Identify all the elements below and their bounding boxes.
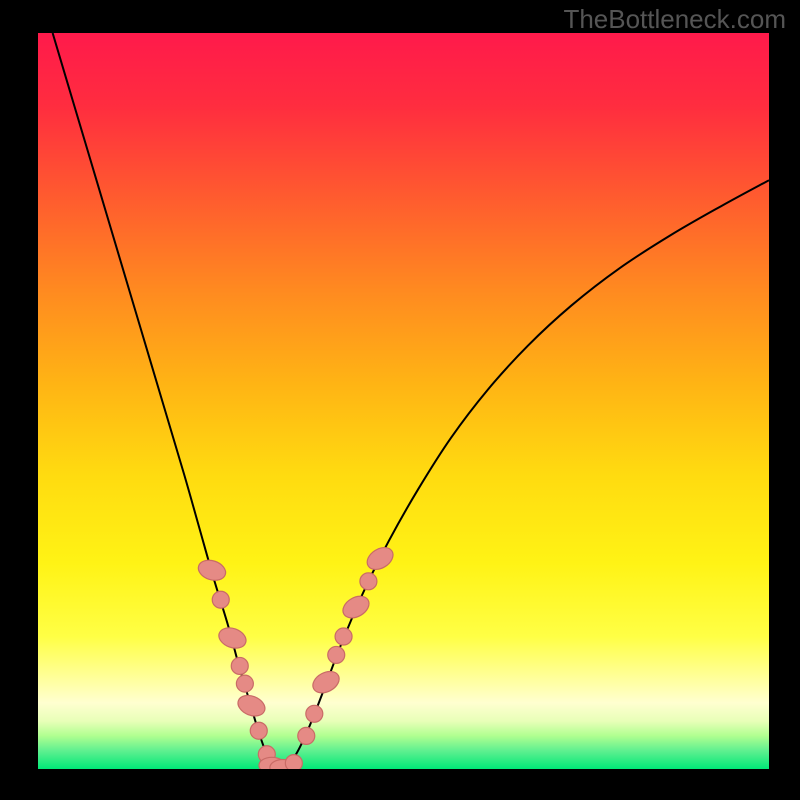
right-marker [335,628,352,645]
right-marker [328,646,345,663]
left-marker [212,591,229,608]
plot-area [38,33,769,769]
left-marker [231,657,248,674]
bottom-marker [285,755,302,769]
left-marker [236,675,253,692]
gradient-background [38,33,769,769]
right-marker [306,705,323,722]
left-marker [250,722,267,739]
chart-svg [38,33,769,769]
chart-stage: TheBottleneck.com [0,0,800,800]
right-marker [360,573,377,590]
right-marker [298,727,315,744]
watermark-text: TheBottleneck.com [563,4,786,35]
